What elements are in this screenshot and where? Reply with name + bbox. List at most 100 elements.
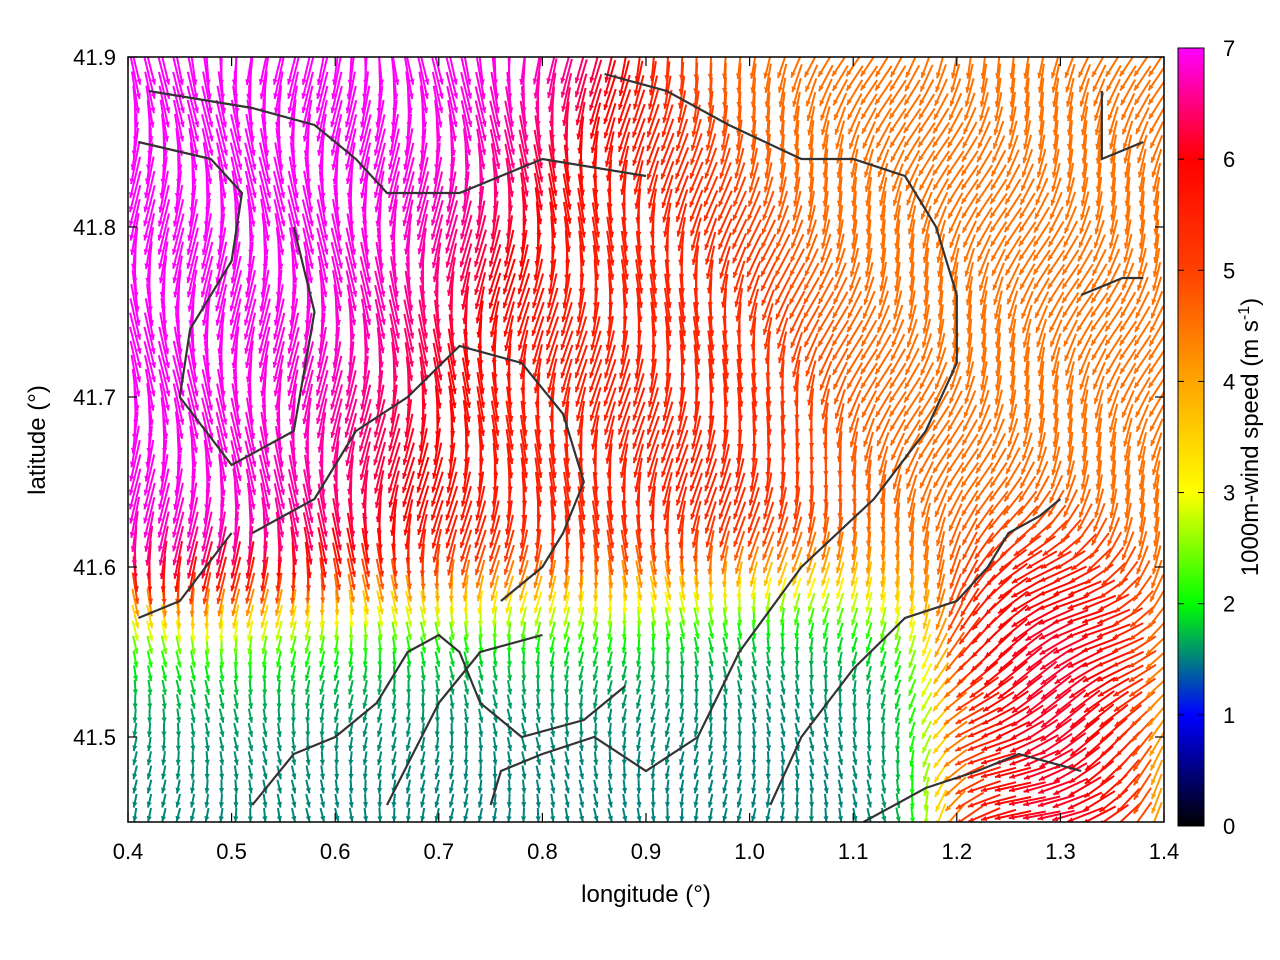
wind-arrow bbox=[1151, 787, 1163, 814]
wind-arrow bbox=[967, 766, 1001, 779]
wind-arrow bbox=[852, 793, 858, 808]
wind-arrow bbox=[809, 765, 815, 780]
wind-arrow bbox=[362, 765, 368, 780]
wind-arrow bbox=[362, 779, 368, 794]
wind-arrow bbox=[161, 751, 167, 766]
wind-arrow bbox=[175, 807, 182, 822]
wind-arrow bbox=[664, 779, 670, 794]
wind-arrow bbox=[967, 780, 1001, 794]
wind-arrow bbox=[794, 765, 800, 780]
wind-arrow bbox=[175, 765, 181, 780]
wind-arrow bbox=[578, 765, 585, 780]
wind-arrow bbox=[276, 793, 282, 808]
wind-arrow bbox=[334, 793, 340, 808]
wind-arrow bbox=[722, 793, 728, 808]
wind-arrow bbox=[837, 779, 844, 794]
colorbar-label-sup: -1 bbox=[1236, 306, 1253, 320]
wind-arrow bbox=[262, 765, 268, 780]
colorbar-tick-label: 7 bbox=[1223, 36, 1235, 61]
wind-arrow bbox=[823, 807, 829, 822]
wind-arrow bbox=[593, 751, 599, 766]
wind-arrow bbox=[909, 778, 915, 795]
wind-arrow bbox=[1068, 761, 1101, 784]
wind-arrow bbox=[1023, 764, 1060, 780]
wind-arrow bbox=[334, 751, 340, 766]
wind-arrow bbox=[564, 793, 570, 808]
wind-arrow bbox=[679, 807, 685, 822]
colorbar-tick-label: 5 bbox=[1223, 258, 1235, 283]
wind-arrow bbox=[967, 793, 1001, 808]
y-tick-label: 41.6 bbox=[73, 555, 116, 580]
colorbar-label: 1000m-wind speed (m s-1) bbox=[1236, 298, 1264, 576]
wind-arrow bbox=[549, 779, 556, 794]
wind-arrow bbox=[506, 807, 512, 822]
wind-arrow bbox=[866, 765, 872, 780]
wind-arrow bbox=[492, 807, 498, 822]
x-tick-label: 1.2 bbox=[942, 839, 973, 864]
wind-arrow bbox=[693, 751, 700, 766]
wind-arrow bbox=[175, 779, 181, 794]
wind-arrow bbox=[650, 807, 656, 822]
wind-arrow bbox=[405, 793, 411, 808]
wind-arrow bbox=[751, 807, 757, 822]
wind-arrow bbox=[549, 765, 556, 780]
wind-arrow bbox=[1023, 795, 1061, 807]
wind-arrow bbox=[420, 751, 426, 766]
colorbar-tick-label: 4 bbox=[1223, 369, 1235, 394]
x-tick-label: 0.8 bbox=[527, 839, 558, 864]
wind-arrow bbox=[736, 765, 742, 780]
wind-arrow bbox=[535, 807, 541, 822]
wind-arrow bbox=[1009, 766, 1046, 779]
wind-arrow bbox=[1037, 779, 1075, 795]
wind-arrow bbox=[664, 765, 670, 780]
wind-arrow bbox=[607, 807, 613, 822]
wind-arrow bbox=[477, 765, 484, 780]
wind-arrow bbox=[1008, 781, 1046, 793]
wind-arrow bbox=[132, 751, 138, 766]
wind-arrow bbox=[189, 807, 196, 822]
wind-arrow bbox=[189, 779, 196, 794]
wind-arrow bbox=[377, 807, 383, 822]
wind-arrow bbox=[636, 793, 642, 808]
y-tick-label: 41.9 bbox=[73, 45, 116, 70]
wind-arrow bbox=[593, 779, 599, 794]
wind-arrow bbox=[1083, 805, 1117, 822]
wind-arrow bbox=[564, 807, 570, 822]
wind-arrow bbox=[880, 793, 887, 808]
wind-arrow bbox=[276, 779, 282, 794]
wind-arrow bbox=[204, 751, 210, 766]
wind-arrow bbox=[636, 807, 642, 822]
wind-arrow bbox=[405, 779, 412, 794]
wind-arrow bbox=[881, 765, 887, 780]
wind-arrow bbox=[881, 779, 887, 794]
wind-arrow bbox=[204, 765, 210, 780]
wind-arrow bbox=[247, 765, 254, 780]
wind-arrow bbox=[578, 751, 585, 766]
wind-arrow bbox=[794, 807, 800, 822]
wind-arrow bbox=[247, 779, 254, 794]
wind-arrow bbox=[780, 779, 786, 794]
wind-arrow bbox=[507, 751, 513, 766]
wind-arrow bbox=[823, 765, 829, 780]
wind-arrow bbox=[521, 793, 527, 808]
wind-arrow bbox=[233, 751, 239, 766]
wind-arrow bbox=[319, 793, 326, 808]
wind-arrow bbox=[391, 765, 397, 780]
x-tick-label: 0.6 bbox=[320, 839, 351, 864]
wind-arrow bbox=[291, 807, 297, 822]
wind-arrow bbox=[1037, 809, 1075, 821]
wind-arrow bbox=[348, 793, 354, 808]
wind-arrow bbox=[765, 779, 771, 794]
wind-arrow bbox=[550, 793, 556, 808]
wind-arrow bbox=[944, 776, 967, 797]
wind-arrows bbox=[128, 57, 1164, 822]
wind-arrow bbox=[477, 779, 483, 794]
wind-arrow bbox=[722, 765, 728, 780]
wind-arrow bbox=[204, 779, 210, 794]
wind-arrow bbox=[592, 807, 599, 822]
wind-arrow bbox=[218, 807, 224, 822]
wind-arrow bbox=[607, 779, 613, 794]
wind-arrow bbox=[448, 751, 455, 766]
wind-arrow bbox=[334, 765, 340, 780]
